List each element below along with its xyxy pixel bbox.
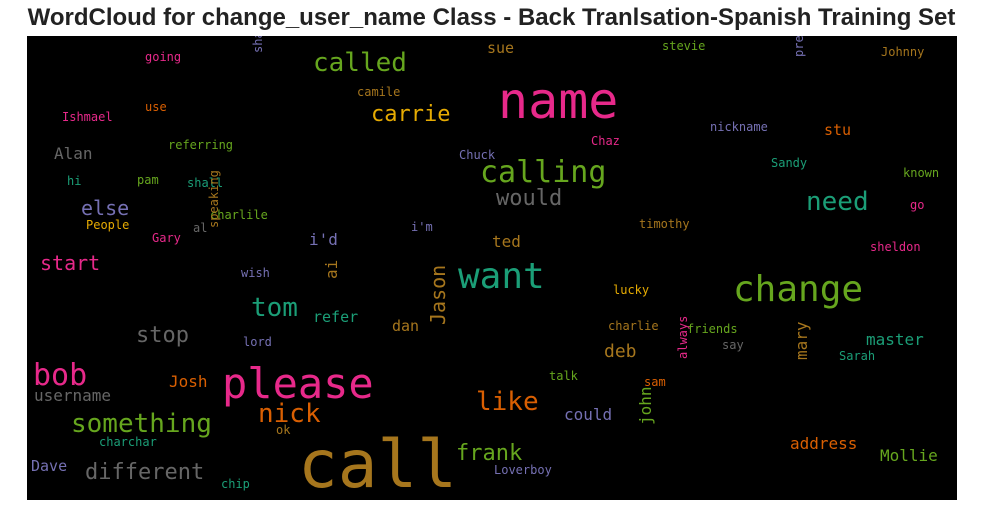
word-29: john bbox=[636, 386, 655, 425]
word-6: bob bbox=[33, 358, 87, 393]
word-0: call bbox=[298, 426, 457, 500]
word-14: would bbox=[496, 186, 562, 211]
word-2: please bbox=[222, 359, 374, 408]
word-37: refer bbox=[313, 308, 358, 326]
word-9: tom bbox=[251, 293, 298, 323]
word-57: chip bbox=[221, 477, 250, 491]
word-45: hi bbox=[67, 174, 81, 188]
word-4: change bbox=[733, 269, 863, 310]
word-49: People bbox=[86, 218, 129, 232]
wordcloud-panel: call name please want change calling bob someth… bbox=[27, 36, 957, 500]
word-61: nickname bbox=[710, 120, 768, 134]
word-32: master bbox=[866, 330, 924, 349]
word-22: Alan bbox=[54, 144, 93, 163]
word-20: else bbox=[81, 196, 129, 220]
word-53: wish bbox=[241, 266, 270, 280]
word-39: shane bbox=[251, 36, 265, 53]
word-52: speaking bbox=[207, 170, 221, 228]
word-17: stop bbox=[136, 323, 189, 348]
word-64: Sandy bbox=[771, 156, 807, 170]
word-43: Ishmael bbox=[62, 110, 113, 124]
chart-title: WordCloud for change_user_name Class - B… bbox=[27, 4, 956, 31]
word-15: different bbox=[85, 460, 204, 485]
word-62: Chaz bbox=[591, 134, 620, 148]
word-3: want bbox=[458, 256, 545, 297]
word-56: charchar bbox=[99, 435, 157, 449]
word-68: timothy bbox=[639, 217, 690, 231]
word-38: Dave bbox=[31, 457, 67, 475]
word-36: dan bbox=[392, 317, 419, 335]
word-47: shall bbox=[187, 176, 223, 190]
word-77: sam bbox=[644, 375, 666, 389]
word-28: could bbox=[564, 405, 612, 424]
word-48: charlile bbox=[210, 208, 268, 222]
word-11: like bbox=[476, 387, 539, 417]
word-67: i'm bbox=[411, 220, 433, 234]
word-13: carrie bbox=[371, 102, 450, 127]
word-46: pam bbox=[137, 173, 159, 187]
word-75: always bbox=[676, 316, 690, 359]
word-27: username bbox=[34, 386, 111, 405]
word-25: ted bbox=[492, 232, 521, 251]
word-76: talk bbox=[549, 369, 579, 383]
word-35: stu bbox=[824, 121, 851, 139]
word-60: prefer bbox=[792, 36, 806, 57]
word-51: Gary bbox=[152, 231, 181, 245]
word-72: friends bbox=[687, 322, 738, 336]
word-59: Johnny bbox=[881, 45, 924, 59]
word-30: address bbox=[790, 434, 857, 453]
word-40: camile bbox=[357, 85, 400, 99]
word-44: referring bbox=[168, 138, 233, 152]
word-41: going bbox=[145, 50, 181, 64]
word-73: say bbox=[722, 338, 744, 352]
word-70: lucky bbox=[613, 283, 649, 297]
word-54: lord bbox=[243, 335, 272, 349]
word-18: start bbox=[40, 251, 100, 275]
word-10: nick bbox=[258, 399, 321, 429]
word-1: name bbox=[498, 72, 618, 130]
word-7: something bbox=[71, 409, 212, 439]
wordcloud-canvas: call name please want change calling bob someth… bbox=[31, 36, 939, 500]
word-33: mary bbox=[792, 321, 811, 360]
word-8: called bbox=[313, 48, 407, 78]
word-31: Mollie bbox=[880, 446, 938, 465]
word-16: frank bbox=[456, 441, 522, 466]
word-78: Loverboy bbox=[494, 463, 552, 477]
word-19: Jason bbox=[426, 265, 450, 325]
word-26: Josh bbox=[169, 372, 208, 391]
word-71: charlie bbox=[608, 319, 659, 333]
word-5: calling bbox=[480, 155, 606, 190]
word-69: sheldon bbox=[870, 240, 921, 254]
word-66: go bbox=[910, 198, 924, 212]
word-74: Sarah bbox=[839, 349, 875, 363]
word-42: use bbox=[145, 100, 167, 114]
word-34: sue bbox=[487, 39, 514, 57]
word-65: known bbox=[903, 166, 939, 180]
word-23: i'd bbox=[309, 230, 338, 249]
word-12: need bbox=[806, 187, 869, 217]
word-63: Chuck bbox=[459, 148, 496, 162]
word-58: stevie bbox=[662, 39, 705, 53]
word-21: deb bbox=[604, 341, 637, 362]
word-55: ok bbox=[276, 423, 291, 437]
word-50: al bbox=[193, 221, 207, 235]
word-24: ai bbox=[322, 260, 341, 279]
